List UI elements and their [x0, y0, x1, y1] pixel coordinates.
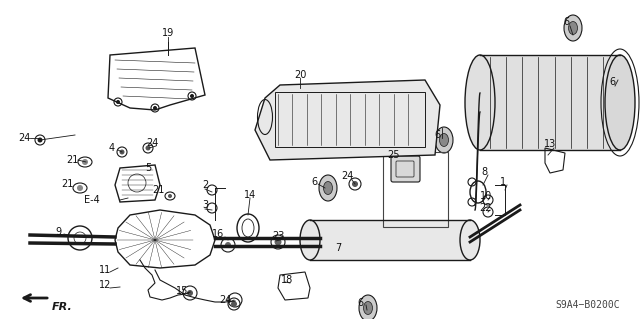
Ellipse shape [300, 220, 320, 260]
Ellipse shape [465, 55, 495, 150]
Text: 20: 20 [294, 70, 306, 80]
Text: 4: 4 [109, 143, 115, 153]
Text: E-4: E-4 [84, 195, 100, 205]
Text: 19: 19 [162, 28, 174, 38]
Text: 24: 24 [18, 133, 30, 143]
Circle shape [145, 145, 150, 151]
Circle shape [352, 181, 358, 187]
Text: 18: 18 [281, 275, 293, 285]
Bar [310, 220, 470, 260]
Ellipse shape [609, 75, 627, 101]
Text: 6: 6 [563, 17, 569, 27]
Text: 5: 5 [145, 163, 151, 173]
Text: 6: 6 [434, 130, 440, 140]
Text: 13: 13 [544, 139, 556, 149]
Text: 21: 21 [61, 179, 73, 189]
Ellipse shape [564, 15, 582, 41]
Text: 3: 3 [202, 200, 208, 210]
Ellipse shape [568, 21, 577, 34]
Circle shape [82, 159, 88, 165]
Text: 24: 24 [341, 171, 353, 181]
Ellipse shape [440, 133, 449, 146]
Text: 16: 16 [212, 229, 224, 239]
Bar [275, 92, 425, 147]
Text: FR.: FR. [52, 302, 73, 312]
Circle shape [168, 194, 172, 198]
Text: 8: 8 [481, 167, 487, 177]
Ellipse shape [605, 55, 635, 150]
Text: 23: 23 [272, 231, 284, 241]
Circle shape [225, 242, 231, 248]
Text: 24: 24 [146, 138, 158, 148]
Circle shape [77, 185, 83, 191]
Ellipse shape [364, 301, 372, 315]
Text: 10: 10 [480, 191, 492, 201]
Bar [480, 55, 620, 150]
Circle shape [120, 150, 125, 154]
Ellipse shape [359, 295, 377, 319]
Circle shape [38, 137, 42, 143]
Text: 6: 6 [311, 177, 317, 187]
Text: 9: 9 [55, 227, 61, 237]
Circle shape [231, 301, 237, 307]
Text: 14: 14 [244, 190, 256, 200]
Text: 2: 2 [202, 180, 208, 190]
Circle shape [153, 106, 157, 110]
Ellipse shape [323, 182, 333, 195]
Bar [383, 152, 448, 227]
Ellipse shape [319, 175, 337, 201]
Polygon shape [255, 80, 440, 160]
Circle shape [187, 290, 193, 296]
Text: 7: 7 [335, 243, 341, 253]
Circle shape [190, 94, 194, 98]
Text: 6: 6 [357, 298, 363, 308]
Ellipse shape [435, 127, 453, 153]
Text: 1: 1 [500, 177, 506, 187]
Text: 12: 12 [99, 280, 111, 290]
Ellipse shape [460, 220, 480, 260]
Text: 21: 21 [152, 185, 164, 195]
Text: 21: 21 [66, 155, 78, 165]
Text: 22: 22 [480, 203, 492, 213]
Text: 11: 11 [99, 265, 111, 275]
Text: 24: 24 [219, 295, 231, 305]
Text: 25: 25 [387, 150, 399, 160]
Text: S9A4−B0200C: S9A4−B0200C [556, 300, 620, 310]
Ellipse shape [614, 81, 623, 94]
Text: 15: 15 [176, 286, 188, 296]
Circle shape [116, 100, 120, 104]
Text: 6: 6 [609, 77, 615, 87]
FancyBboxPatch shape [391, 156, 420, 182]
Circle shape [275, 239, 282, 246]
